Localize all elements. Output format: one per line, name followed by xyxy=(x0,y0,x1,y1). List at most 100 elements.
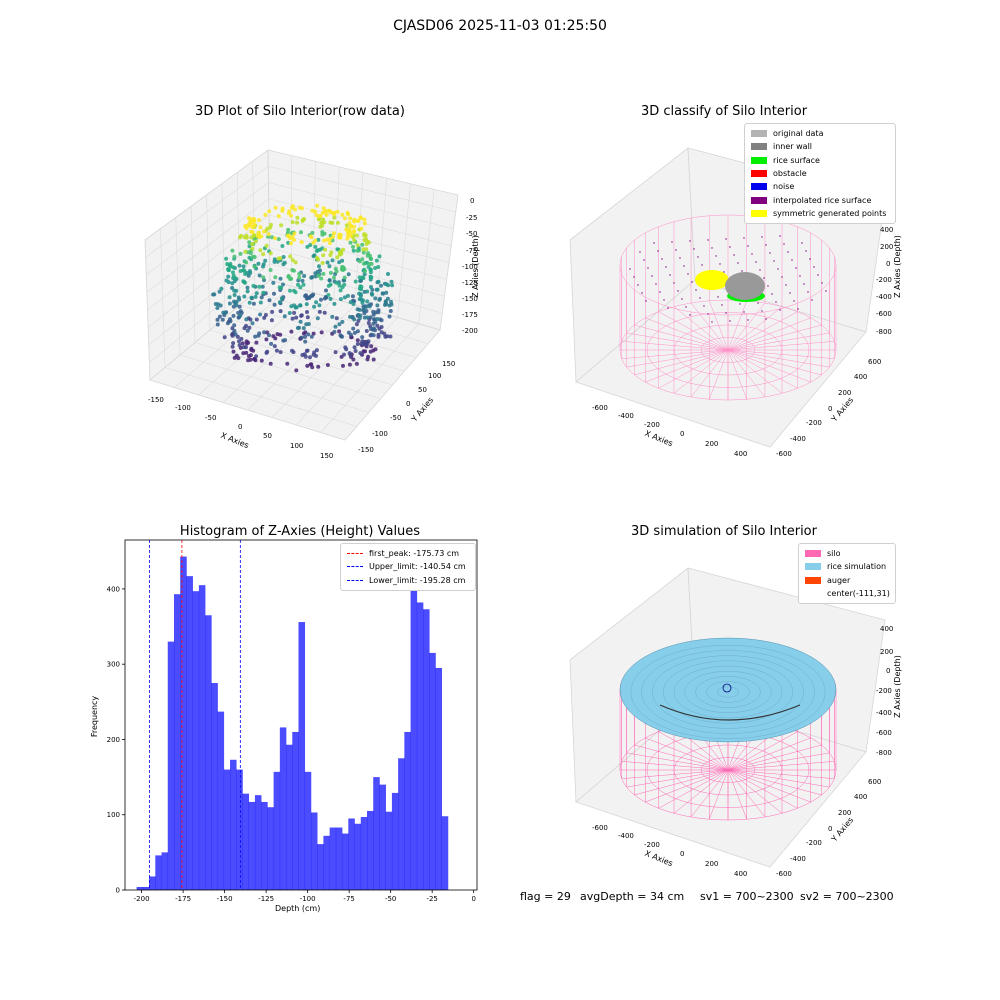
scatter-point xyxy=(273,205,278,210)
interpolated-point xyxy=(755,261,757,263)
scatter-point xyxy=(320,230,325,234)
scatter-point xyxy=(251,301,256,306)
scatter-point xyxy=(261,290,266,295)
p2-xt-4: 200 xyxy=(705,440,719,448)
interpolated-point xyxy=(729,320,731,322)
interpolated-point xyxy=(723,271,725,273)
interpolated-point xyxy=(653,242,655,244)
p1-yt-2: 50 xyxy=(418,386,427,394)
scatter-point xyxy=(279,296,284,301)
scatter-point xyxy=(354,361,359,366)
scatter-point xyxy=(256,261,261,266)
scatter-point xyxy=(243,249,248,254)
scatter-point xyxy=(389,279,394,284)
scatter-point xyxy=(376,279,381,284)
scatter-point xyxy=(289,329,294,334)
scatter-point xyxy=(330,314,335,319)
scatter-point xyxy=(312,350,317,355)
scatter-point xyxy=(362,232,367,237)
scatter-point xyxy=(371,333,376,338)
p2-xt-2: -200 xyxy=(644,421,660,429)
p4-yt-1: 400 xyxy=(854,793,868,801)
scatter-point xyxy=(344,223,349,228)
scatter-point xyxy=(324,288,328,293)
interpolated-point xyxy=(787,251,789,253)
scatter-point xyxy=(256,230,261,235)
p4-xt-0: -600 xyxy=(592,824,608,832)
scatter-point xyxy=(298,319,303,324)
scatter-point xyxy=(282,260,287,265)
scatter-point xyxy=(360,335,365,340)
p1-yt-0: 150 xyxy=(442,360,456,368)
scatter-point xyxy=(318,213,323,218)
p4-zt-5: -600 xyxy=(876,729,892,737)
panel4-3d-axes xyxy=(569,567,886,868)
scatter-point xyxy=(234,303,239,308)
scatter-point xyxy=(315,255,320,260)
scatter-point xyxy=(348,240,353,245)
scatter-point xyxy=(341,265,346,270)
panel2-silo-wireframe xyxy=(619,214,837,401)
scatter-point xyxy=(215,306,220,310)
interpolated-point xyxy=(779,309,781,311)
scatter-point xyxy=(317,309,322,314)
scatter-point xyxy=(250,242,255,247)
scatter-point xyxy=(264,243,269,248)
scatter-point xyxy=(262,330,267,335)
scatter-point xyxy=(337,260,342,265)
p1-zt-5: -125 xyxy=(462,279,478,287)
scatter-point xyxy=(261,252,266,257)
interpolated-point xyxy=(669,274,671,276)
interpolated-point xyxy=(775,301,777,303)
scatter-point xyxy=(252,218,257,223)
p2-yt-4: -200 xyxy=(806,419,822,427)
scatter-point xyxy=(254,317,259,322)
interpolated-point xyxy=(693,248,695,250)
scatter-point xyxy=(253,294,258,299)
p4-xt-2: -200 xyxy=(644,841,660,849)
legend-upper-limit: Upper_limit: -140.54 cm xyxy=(347,560,469,573)
p2-zt-1: 200 xyxy=(880,243,894,251)
scatter-point xyxy=(247,216,251,221)
panel1-zlabel: Z Axies (Depth) xyxy=(470,235,480,298)
histogram-bar xyxy=(323,835,330,890)
scatter-point xyxy=(234,299,239,304)
scatter-point xyxy=(361,298,365,303)
scatter-point xyxy=(373,266,378,270)
scatter-point xyxy=(321,271,326,276)
y-tick-label: 400 xyxy=(107,585,120,593)
scatter-point xyxy=(280,206,285,211)
x-tick-label: -175 xyxy=(175,895,191,903)
histogram-bar xyxy=(273,771,281,890)
interpolated-point xyxy=(641,292,643,294)
interpolated-point xyxy=(805,250,807,252)
p4-zt-1: 200 xyxy=(880,648,894,656)
scatter-point xyxy=(276,237,281,242)
scatter-point xyxy=(301,282,306,287)
scatter-point xyxy=(332,329,337,334)
scatter-point xyxy=(328,282,333,287)
histogram-bar xyxy=(142,886,150,890)
scatter-point xyxy=(340,212,345,217)
scatter-point xyxy=(287,209,292,214)
scatter-point xyxy=(260,284,265,289)
histogram-bar xyxy=(342,833,349,890)
scatter-point xyxy=(243,280,247,285)
scatter-point xyxy=(313,244,318,249)
histogram-bar xyxy=(192,591,200,890)
scatter-point xyxy=(252,233,257,238)
scatter-point xyxy=(345,210,350,215)
interpolated-point xyxy=(651,275,653,277)
scatter-point xyxy=(356,218,361,223)
scatter-point xyxy=(246,223,250,228)
scatter-point xyxy=(274,348,279,353)
histogram-bar xyxy=(435,667,443,890)
scatter-point xyxy=(335,220,340,225)
interpolated-point xyxy=(687,273,689,275)
scatter-point xyxy=(278,332,283,337)
histogram-bar xyxy=(329,827,337,890)
histogram-bar xyxy=(136,886,144,890)
scatter-point xyxy=(300,353,305,357)
p1-xt-2: -50 xyxy=(205,414,217,422)
interpolated-point xyxy=(707,239,709,241)
